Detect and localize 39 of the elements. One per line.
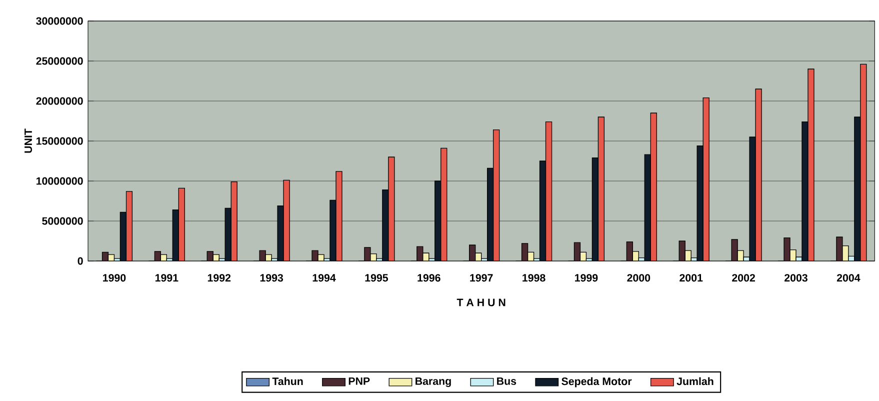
- y-tick-label: 25000000: [36, 57, 83, 65]
- x-tick-label: 1990: [103, 274, 126, 282]
- legend-label: PNP: [348, 377, 370, 385]
- legend-label: Bus: [497, 377, 516, 385]
- y-tick-label: 0: [78, 257, 83, 265]
- y-tick-label: 15000000: [36, 137, 83, 145]
- y-tick-label: 20000000: [36, 97, 83, 105]
- x-tick-label: 2004: [836, 274, 860, 282]
- y-tick-label: 10000000: [36, 177, 83, 185]
- bar: [696, 145, 704, 262]
- y-axis-title: UNIT: [24, 128, 32, 153]
- bar: [120, 212, 127, 262]
- x-axis-title: T A H U N: [456, 298, 506, 306]
- bar: [592, 157, 599, 262]
- x-tick-label: 2003: [784, 274, 808, 282]
- bar: [486, 168, 494, 262]
- x-tick-label: 1998: [522, 274, 546, 282]
- x-tick-label: 1995: [365, 274, 388, 282]
- bar: [224, 208, 232, 262]
- legend-label: Barang: [416, 377, 451, 388]
- x-tick-label: 1993: [260, 274, 284, 282]
- x-tick-label: 2000: [627, 274, 650, 282]
- x-tick-label: 1992: [208, 274, 231, 282]
- legend-label: Tahun: [272, 377, 303, 386]
- x-tick-label: 1994: [312, 274, 336, 282]
- x-tick-label: 2001: [680, 274, 703, 282]
- x-tick-label: 1991: [155, 274, 178, 282]
- x-tick-label: 1997: [470, 274, 493, 282]
- y-tick-label: 30000000: [36, 17, 83, 25]
- legend-label: Sepeda Motor: [562, 377, 632, 388]
- y-tick-label: 5000000: [42, 217, 83, 225]
- bar: [434, 180, 442, 262]
- bar: [644, 154, 651, 262]
- legend-label: Jumlah: [676, 377, 714, 386]
- x-tick-label: 1996: [418, 274, 440, 282]
- bar: [172, 209, 179, 262]
- bar: [539, 160, 546, 262]
- x-tick-label: 2002: [732, 274, 755, 282]
- x-tick-label: 1999: [575, 274, 598, 282]
